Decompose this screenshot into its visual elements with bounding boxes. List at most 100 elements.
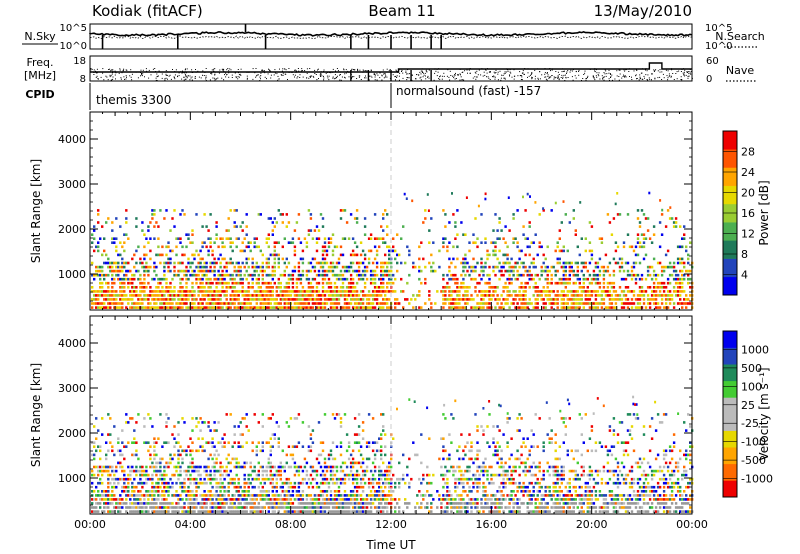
heatmap-cell <box>135 465 138 469</box>
nave-point <box>624 76 626 78</box>
heatmap-cell <box>189 265 192 269</box>
heatmap-cell <box>243 237 246 240</box>
nave-point <box>546 72 548 73</box>
heatmap-cell <box>658 306 662 309</box>
heatmap-cell <box>95 502 98 505</box>
heatmap-cell <box>384 269 387 273</box>
heatmap-cell <box>221 465 224 469</box>
heatmap-cell <box>301 273 305 277</box>
heatmap-cell <box>91 473 94 477</box>
heatmap-cell <box>488 253 491 257</box>
heatmap-cell <box>237 498 240 501</box>
heatmap-cell <box>249 461 252 465</box>
nave-point <box>112 72 113 74</box>
heatmap-cell <box>528 245 531 249</box>
heatmap-cell <box>380 306 383 309</box>
heatmap-cell <box>650 298 654 301</box>
heatmap-cell <box>233 481 236 485</box>
heatmap-cell <box>373 237 377 240</box>
heatmap-cell <box>490 241 493 244</box>
heatmap-cell <box>195 298 198 301</box>
heatmap-cell <box>195 265 198 269</box>
heatmap-cell <box>670 265 674 269</box>
heatmap-cell <box>165 298 168 301</box>
heatmap-cell <box>612 257 616 261</box>
heatmap-cell <box>323 241 327 244</box>
heatmap-cell <box>676 294 680 297</box>
heatmap-cell <box>514 265 517 269</box>
heatmap-cell <box>681 281 684 285</box>
heatmap-cell <box>502 265 505 269</box>
heatmap-cell <box>195 273 198 277</box>
nave-point <box>348 76 350 78</box>
heatmap-cell <box>201 281 204 285</box>
heatmap-cell <box>105 261 108 265</box>
nave-point <box>95 72 97 74</box>
heatmap-cell <box>327 237 331 240</box>
heatmap-cell <box>219 465 222 469</box>
heatmap-cell <box>666 294 670 297</box>
heatmap-cell <box>211 298 214 301</box>
heatmap-cell <box>578 302 581 305</box>
heatmap-cell <box>203 286 206 289</box>
heatmap-cell <box>668 265 672 269</box>
nave-point <box>225 72 227 74</box>
heatmap-cell <box>235 306 238 309</box>
heatmap-cell <box>203 481 206 485</box>
heatmap-cell <box>313 229 317 232</box>
heatmap-cell <box>363 257 367 261</box>
heatmap-cell <box>205 306 208 309</box>
heatmap-cell <box>558 229 561 232</box>
heatmap-cell <box>384 294 387 297</box>
heatmap-cell <box>652 257 656 261</box>
heatmap-cell <box>580 286 583 289</box>
heatmap-cell <box>269 502 272 505</box>
heatmap-cell <box>674 221 678 224</box>
heatmap-cell <box>175 253 178 257</box>
heatmap-cell <box>496 298 499 301</box>
heatmap-cell <box>145 237 148 240</box>
heatmap-cell <box>522 195 524 199</box>
heatmap-cell <box>191 441 194 444</box>
heatmap-cell <box>524 290 527 293</box>
heatmap-cell <box>291 237 295 240</box>
nave-point <box>90 71 92 73</box>
nave-point <box>486 72 488 74</box>
heatmap-cell <box>197 449 200 453</box>
nave-point <box>112 71 114 73</box>
heatmap-cell <box>498 261 501 265</box>
heatmap-cell <box>315 298 319 301</box>
heatmap-cell <box>267 286 270 289</box>
heatmap-cell <box>604 269 608 273</box>
heatmap-cell <box>147 298 150 301</box>
heatmap-cell <box>279 461 282 465</box>
nave-point <box>125 69 127 71</box>
heatmap-cell <box>512 273 515 277</box>
heatmap-cell <box>165 481 168 485</box>
heatmap-cell <box>123 249 126 253</box>
heatmap-cell <box>458 302 461 305</box>
heatmap-cell <box>125 233 128 236</box>
heatmap-cell <box>307 233 311 236</box>
heatmap-cell <box>223 502 226 505</box>
heatmap-cell <box>139 302 142 305</box>
heatmap-cell <box>229 506 232 509</box>
heatmap-cell <box>95 449 98 453</box>
heatmap-cell <box>650 241 654 244</box>
heatmap-cell <box>321 290 325 293</box>
heatmap-cell <box>167 302 170 305</box>
heatmap-cell <box>141 485 144 489</box>
heatmap-cell <box>109 302 112 305</box>
nave-point <box>438 68 440 70</box>
nave-point <box>567 70 569 72</box>
heatmap-cell <box>175 245 178 249</box>
heatmap-cell <box>343 269 347 273</box>
heatmap-cell <box>177 306 180 309</box>
heatmap-cell <box>353 241 357 244</box>
heatmap-cell <box>568 290 571 293</box>
heatmap-cell <box>275 241 278 244</box>
heatmap-cell <box>185 306 188 309</box>
heatmap-cell <box>279 302 282 305</box>
heatmap-cell <box>195 417 198 420</box>
heatmap-cell <box>253 510 256 513</box>
